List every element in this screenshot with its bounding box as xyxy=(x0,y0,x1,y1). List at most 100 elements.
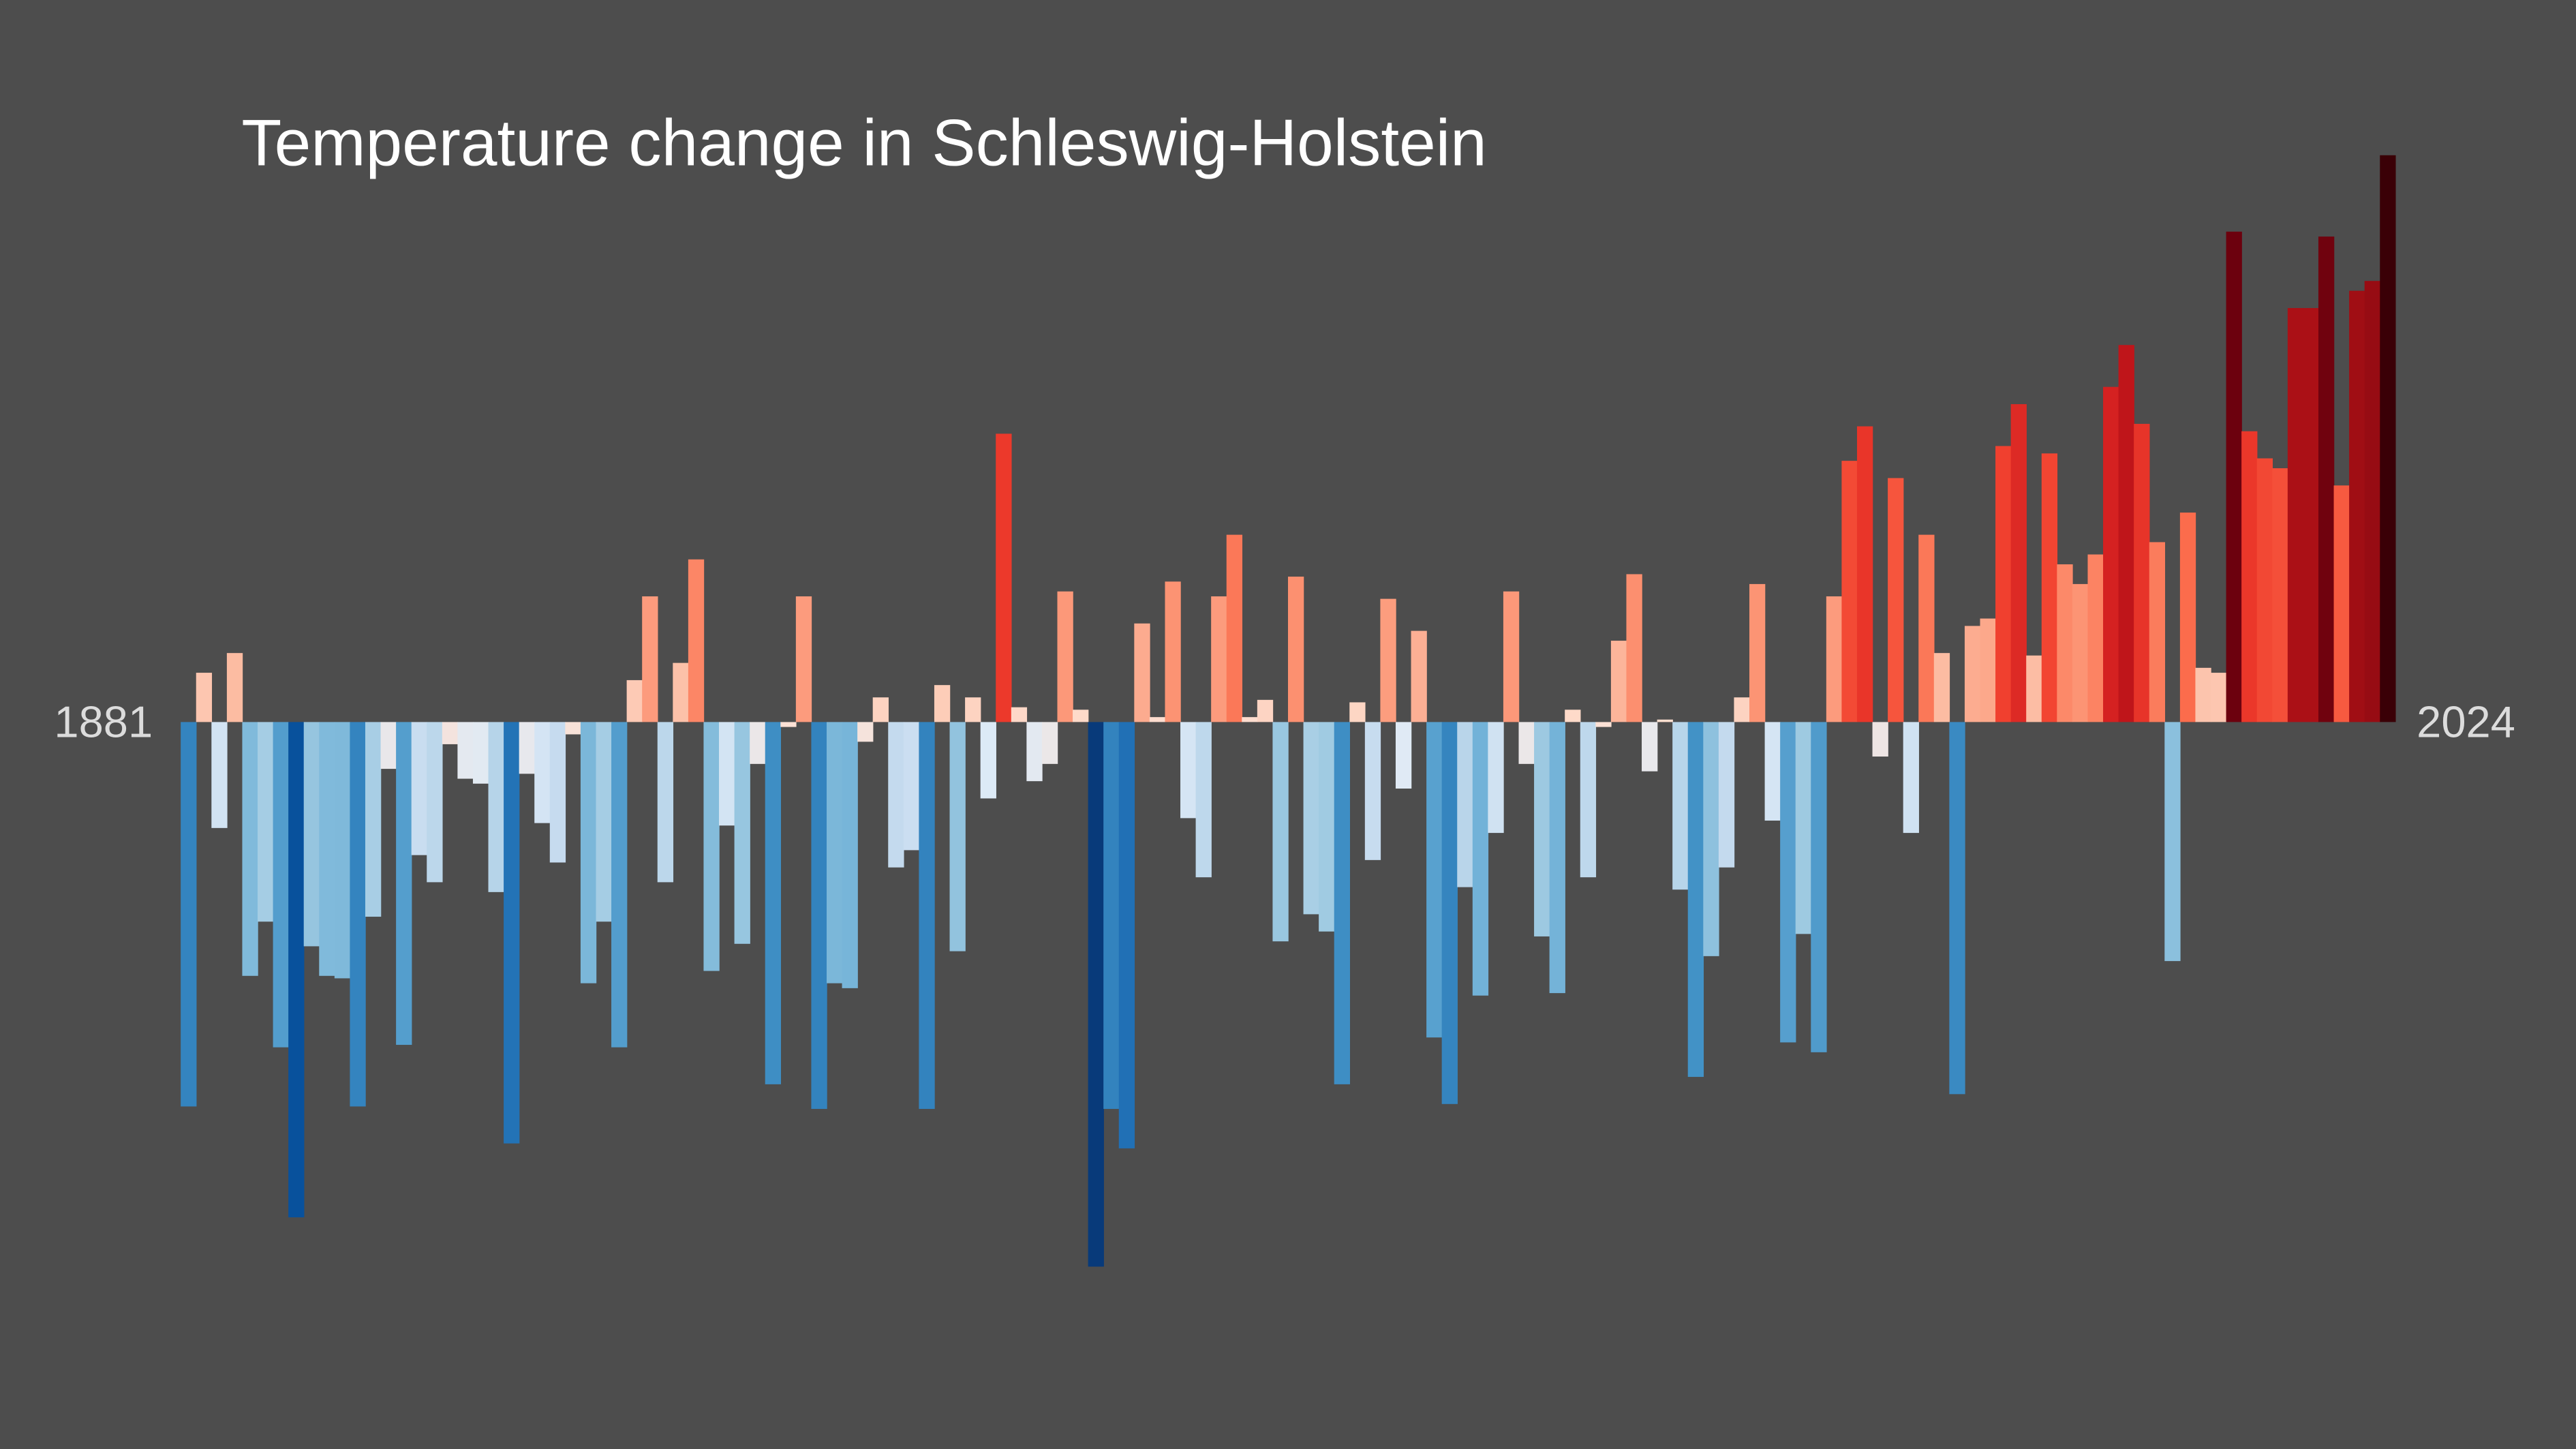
bar xyxy=(442,722,459,744)
bar xyxy=(2272,468,2288,722)
bar xyxy=(872,697,889,722)
bar xyxy=(1364,722,1381,860)
bar xyxy=(1073,710,1089,722)
bar xyxy=(719,722,735,826)
bar xyxy=(1595,722,1612,727)
bar xyxy=(1211,596,1227,722)
bar xyxy=(1549,722,1565,994)
bar xyxy=(1718,722,1735,868)
bar xyxy=(888,722,904,868)
bar xyxy=(1118,722,1135,1148)
bar xyxy=(1964,626,1981,722)
bar xyxy=(2256,458,2273,722)
bar xyxy=(1903,722,1919,834)
bar xyxy=(411,722,427,855)
x-tick-label: 1881 xyxy=(54,697,153,746)
bar xyxy=(488,722,504,892)
bar xyxy=(534,722,551,823)
bar xyxy=(750,722,766,764)
bar xyxy=(842,722,858,988)
bar xyxy=(1580,722,1597,878)
bar xyxy=(611,722,628,1048)
bar xyxy=(1703,722,1719,956)
bar xyxy=(996,433,1012,722)
bar xyxy=(303,722,320,947)
bar xyxy=(1687,722,1704,1078)
bar xyxy=(288,722,305,1218)
bar xyxy=(1057,591,1073,722)
bar xyxy=(565,722,581,735)
bar xyxy=(1395,722,1412,789)
bar xyxy=(319,722,335,976)
bar xyxy=(1088,722,1104,1267)
bar xyxy=(2318,237,2335,722)
bar xyxy=(1272,722,1289,942)
bar xyxy=(2134,423,2150,722)
bar xyxy=(919,722,935,1110)
bar xyxy=(2364,281,2380,722)
bar xyxy=(1856,426,1873,722)
bar xyxy=(2211,673,2227,722)
bar xyxy=(1565,710,1581,722)
bar xyxy=(1472,722,1489,996)
bar xyxy=(549,722,566,863)
bar xyxy=(1980,618,1996,722)
bar xyxy=(1257,699,1274,722)
bar xyxy=(811,722,827,1110)
bar xyxy=(2287,307,2304,722)
bar xyxy=(1441,722,1458,1104)
bar xyxy=(1011,707,1028,722)
bar xyxy=(580,722,597,983)
bar xyxy=(1918,534,1935,722)
bar xyxy=(2072,583,2089,722)
bar xyxy=(273,722,289,1048)
bar xyxy=(211,722,228,828)
bar xyxy=(504,722,520,1144)
bar xyxy=(2164,722,2181,962)
bar xyxy=(1334,722,1350,1084)
bar xyxy=(1488,722,1504,834)
bar xyxy=(1642,722,1658,772)
bar xyxy=(2010,403,2027,722)
bar xyxy=(965,697,981,722)
bar xyxy=(2303,307,2319,722)
bar xyxy=(380,722,397,769)
bar xyxy=(2087,554,2104,722)
bar xyxy=(1180,722,1197,819)
bar xyxy=(673,662,689,722)
bar xyxy=(795,596,812,722)
bar xyxy=(196,673,213,722)
bar xyxy=(1949,722,1965,1095)
bar xyxy=(226,653,243,722)
bar xyxy=(1041,722,1058,764)
bar xyxy=(1780,722,1796,1043)
bar xyxy=(1749,583,1766,722)
bar xyxy=(626,680,643,722)
bar xyxy=(2349,290,2365,722)
bar xyxy=(1457,722,1473,887)
bar xyxy=(1626,574,1642,722)
bar xyxy=(2026,655,2042,722)
bar xyxy=(688,559,705,722)
bar xyxy=(1995,446,2012,722)
bar xyxy=(1288,577,1304,722)
bar xyxy=(1933,653,1950,722)
bar xyxy=(1518,722,1535,764)
bar xyxy=(596,722,612,922)
bar xyxy=(2041,453,2058,722)
bar xyxy=(703,722,720,971)
bar xyxy=(1534,722,1550,936)
bar xyxy=(2226,231,2242,722)
bar xyxy=(934,685,951,722)
bar xyxy=(1149,717,1166,722)
bar xyxy=(242,722,258,976)
bar xyxy=(2333,485,2350,722)
bar xyxy=(1734,697,1750,722)
bar xyxy=(1764,722,1781,821)
bar xyxy=(857,722,874,742)
bar xyxy=(457,722,474,779)
bar xyxy=(642,596,658,722)
bar xyxy=(1026,722,1043,782)
bar xyxy=(427,722,443,883)
bar xyxy=(334,722,351,979)
